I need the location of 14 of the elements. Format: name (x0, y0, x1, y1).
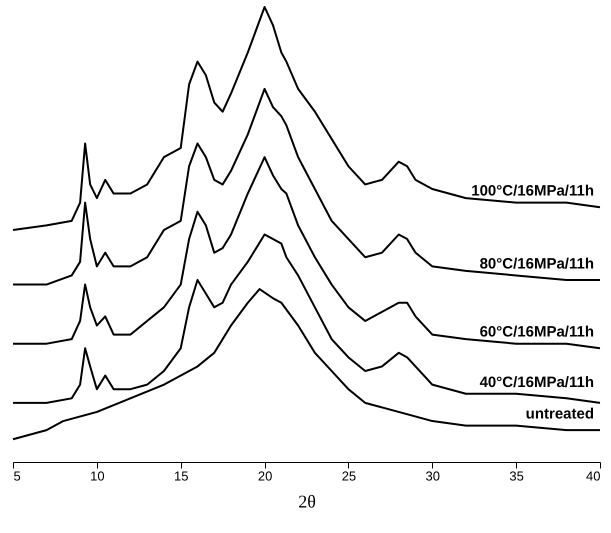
series-label: 80°C/16MPa/11h (480, 255, 594, 272)
x-tick-label: 30 (426, 468, 440, 484)
series-label: 100°C/16MPa/11h (471, 182, 594, 200)
x-tick-label: 25 (342, 468, 356, 484)
series-label: 40°C/16MPa/11h (480, 374, 594, 391)
x-tick-label: 5 (14, 468, 21, 484)
x-tick-label: 40 (586, 468, 600, 484)
x-tick-label: 10 (90, 468, 105, 484)
x-tick-label: 35 (509, 468, 524, 484)
series-label: 60°C/16MPa/11h (480, 324, 594, 341)
x-tick-label: 15 (174, 468, 188, 484)
x-tick-label: 20 (258, 468, 272, 484)
series-label: untreated (526, 406, 594, 423)
x-axis-title: 2θ (298, 492, 316, 512)
